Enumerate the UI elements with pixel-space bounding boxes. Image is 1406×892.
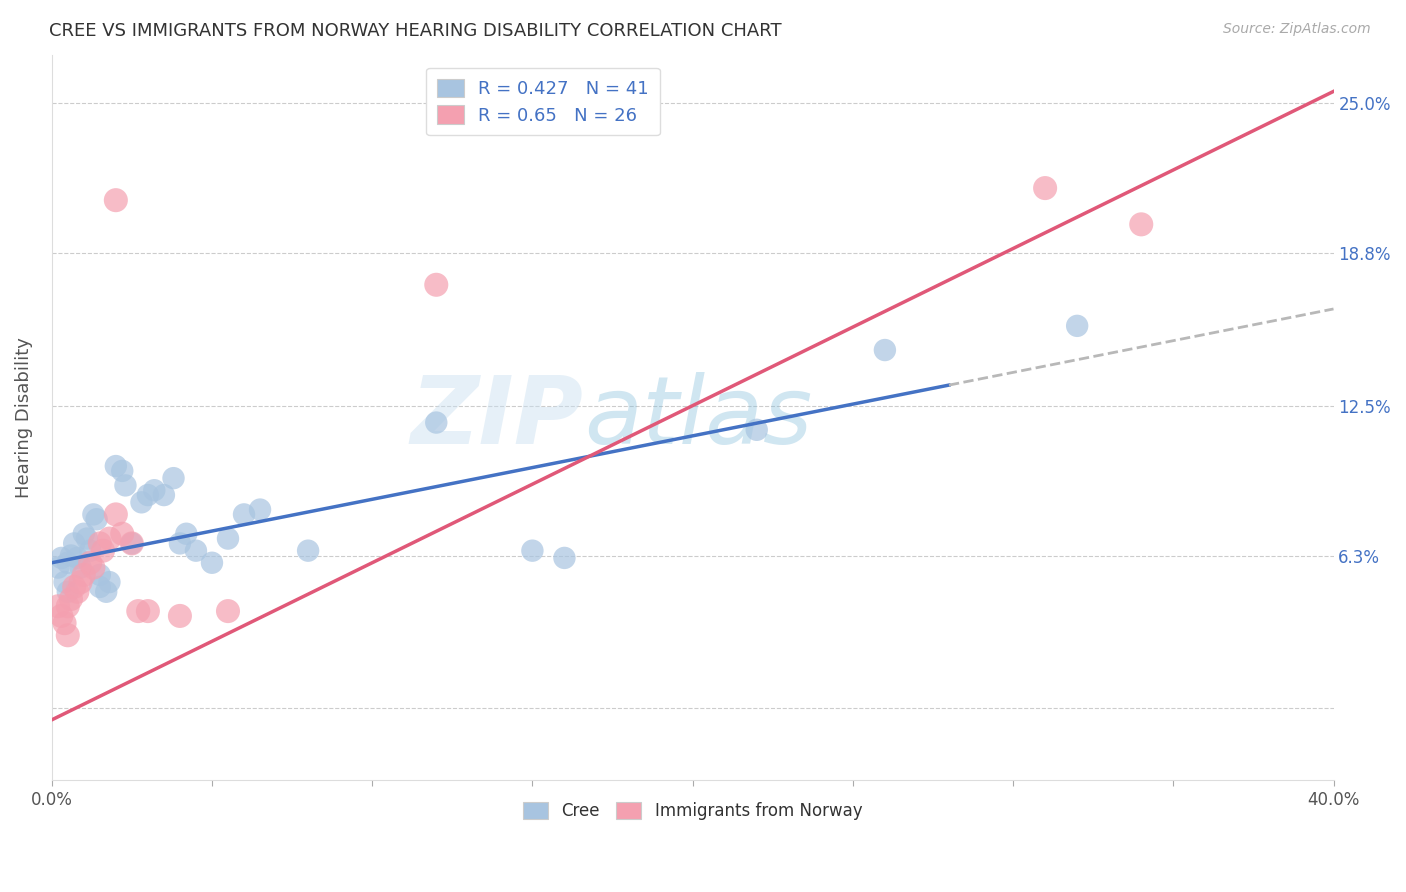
Point — [425, 277, 447, 292]
Point — [51, 550, 73, 565]
Point — [73, 526, 96, 541]
Point — [104, 458, 127, 473]
Text: Source: ZipAtlas.com: Source: ZipAtlas.com — [1223, 22, 1371, 37]
Point — [425, 416, 447, 430]
Point — [63, 536, 86, 550]
Point — [79, 543, 101, 558]
Point — [111, 464, 134, 478]
Point — [79, 556, 101, 570]
Legend: Cree, Immigrants from Norway: Cree, Immigrants from Norway — [516, 795, 869, 826]
Point — [69, 560, 91, 574]
Point — [176, 526, 198, 541]
Point — [522, 543, 544, 558]
Point — [59, 592, 82, 607]
Point — [121, 536, 143, 550]
Point — [73, 567, 96, 582]
Point — [82, 508, 104, 522]
Point — [53, 575, 76, 590]
Point — [46, 560, 69, 574]
Point — [1130, 218, 1153, 232]
Point — [66, 550, 89, 565]
Point — [89, 567, 111, 582]
Point — [217, 604, 239, 618]
Point — [873, 343, 896, 357]
Text: atlas: atlas — [583, 372, 811, 463]
Point — [121, 536, 143, 550]
Point — [98, 532, 121, 546]
Point — [59, 549, 82, 563]
Point — [136, 488, 159, 502]
Point — [89, 580, 111, 594]
Point — [745, 423, 768, 437]
Point — [51, 609, 73, 624]
Point — [1066, 318, 1088, 333]
Point — [201, 556, 224, 570]
Point — [217, 532, 239, 546]
Point — [98, 575, 121, 590]
Point — [131, 495, 153, 509]
Point — [233, 508, 256, 522]
Point — [127, 604, 149, 618]
Point — [184, 543, 207, 558]
Point — [162, 471, 184, 485]
Point — [56, 599, 79, 614]
Point — [56, 556, 79, 570]
Point — [86, 512, 108, 526]
Text: CREE VS IMMIGRANTS FROM NORWAY HEARING DISABILITY CORRELATION CHART: CREE VS IMMIGRANTS FROM NORWAY HEARING D… — [49, 22, 782, 40]
Point — [104, 193, 127, 207]
Y-axis label: Hearing Disability: Hearing Disability — [15, 337, 32, 498]
Point — [66, 584, 89, 599]
Point — [91, 543, 114, 558]
Point — [82, 560, 104, 574]
Point — [56, 584, 79, 599]
Point — [96, 584, 118, 599]
Point — [76, 532, 98, 546]
Point — [69, 575, 91, 590]
Point — [63, 580, 86, 594]
Point — [249, 502, 271, 516]
Point — [136, 604, 159, 618]
Point — [111, 526, 134, 541]
Point — [46, 599, 69, 614]
Point — [104, 508, 127, 522]
Point — [114, 478, 136, 492]
Point — [56, 628, 79, 642]
Point — [169, 536, 191, 550]
Point — [1033, 181, 1056, 195]
Point — [53, 616, 76, 631]
Point — [89, 536, 111, 550]
Point — [169, 609, 191, 624]
Point — [553, 550, 575, 565]
Point — [143, 483, 166, 498]
Point — [297, 543, 319, 558]
Point — [153, 488, 176, 502]
Text: ZIP: ZIP — [411, 372, 583, 464]
